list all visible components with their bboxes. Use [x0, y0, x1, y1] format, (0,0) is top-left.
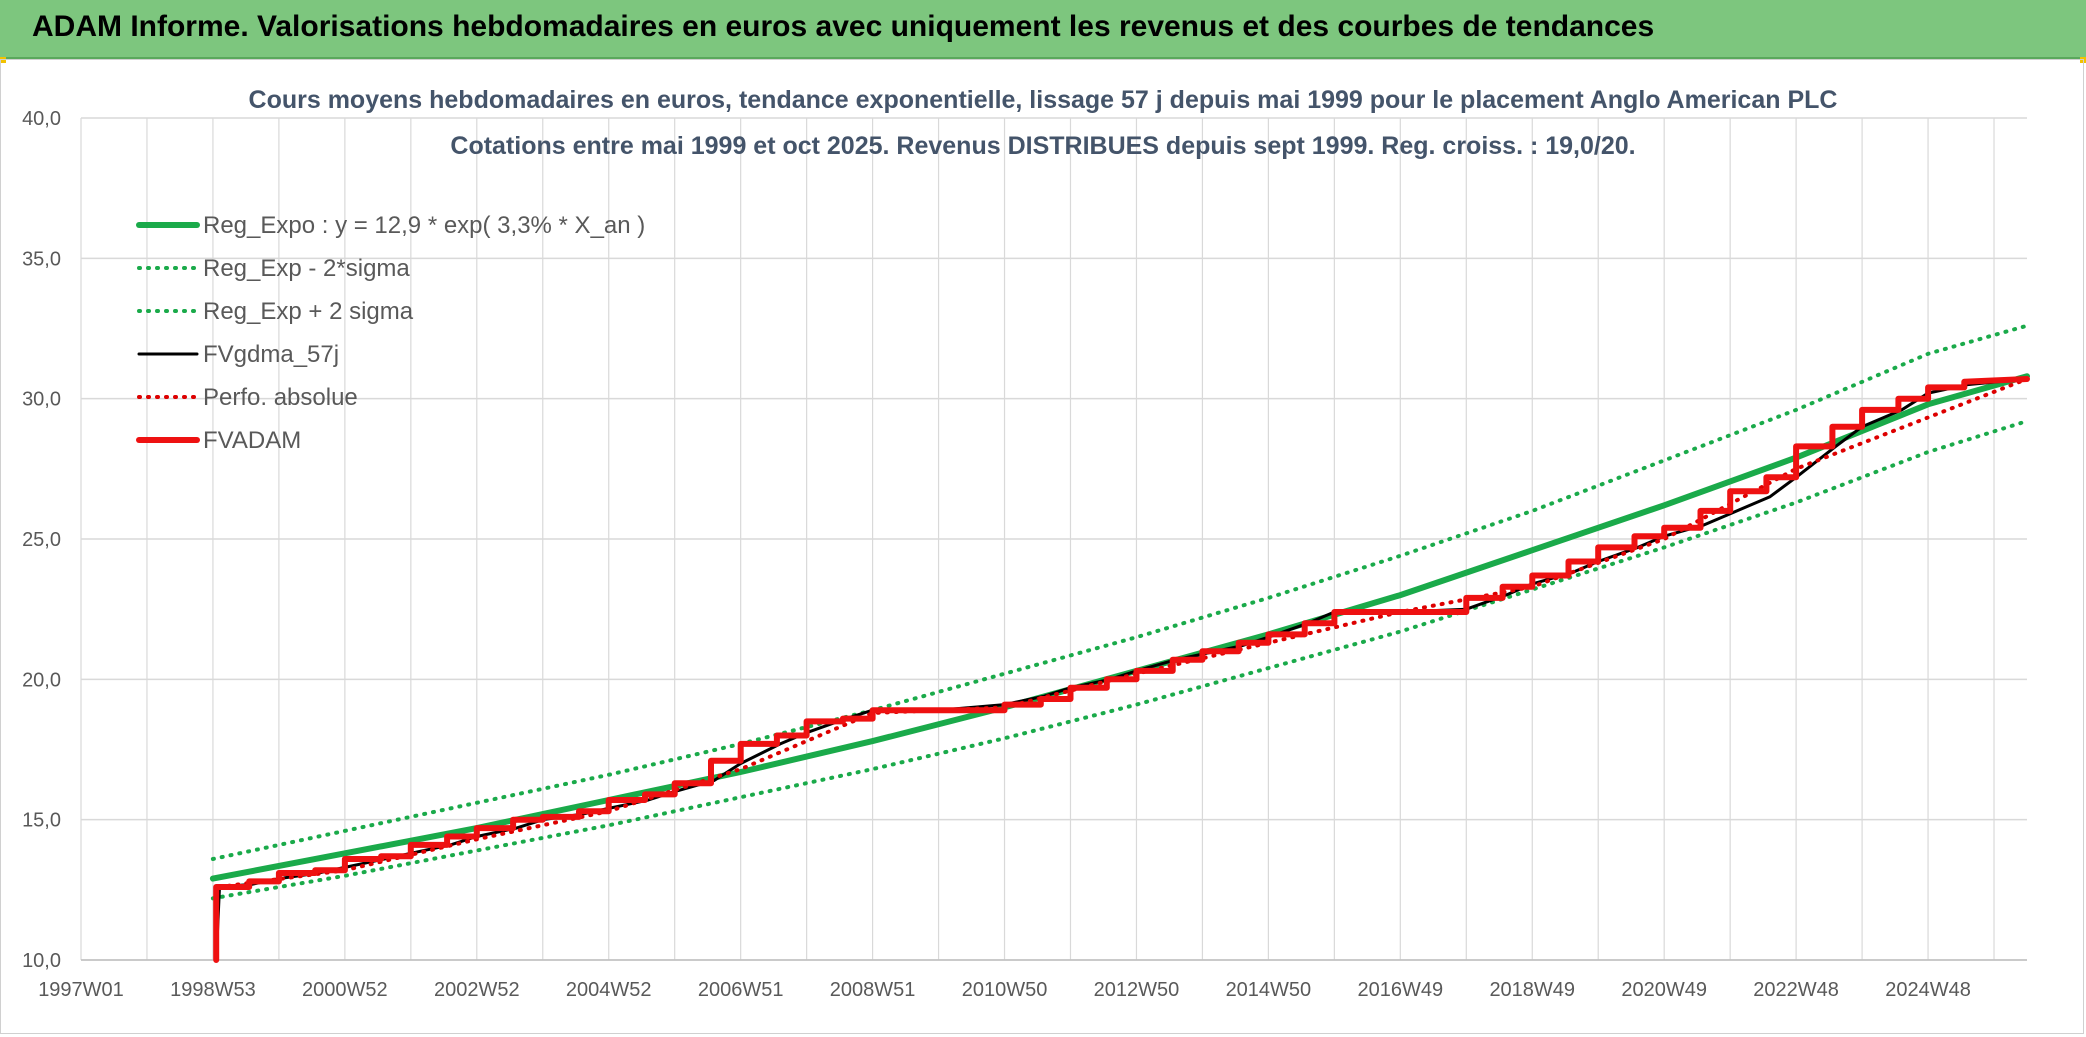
- x-tick-label: 2020W49: [1621, 979, 1707, 1001]
- x-tick-label: 2012W50: [1094, 979, 1180, 1001]
- chart-legend: Reg_Expo : y = 12,9 * exp( 3,3% * X_an )…: [136, 212, 645, 454]
- chart-title: Cours moyens hebdomadaires en euros, ten…: [249, 86, 1838, 114]
- x-tick-label: 2000W52: [302, 979, 388, 1001]
- chart-subtitle: Cotations entre mai 1999 et oct 2025. Re…: [450, 132, 1635, 160]
- chart-svg: 10,0 15,0 20,0 25,0 30,0 35,0 40,0 1997W01 1998W…: [22, 86, 2030, 1001]
- x-tick-label: 2018W49: [1489, 979, 1575, 1001]
- series-line: [209, 373, 2030, 882]
- y-tick-label: 10,0: [22, 950, 61, 972]
- y-tick-label: 25,0: [22, 529, 61, 551]
- y-tick-label: 15,0: [22, 810, 61, 832]
- grid-layer: [80, 117, 2027, 961]
- series-line: [214, 377, 2029, 962]
- series-line: [210, 419, 2029, 901]
- x-tick-label: 2006W51: [698, 979, 784, 1001]
- chart-frame: 10,0 15,0 20,0 25,0 30,0 35,0 40,0 1997W01 1998W…: [0, 59, 2084, 1034]
- x-tick-label: 2014W50: [1226, 979, 1312, 1001]
- x-tick-label: 1998W53: [170, 979, 256, 1001]
- x-tick-label: 1997W01: [38, 979, 124, 1001]
- corner-marker: [0, 57, 6, 63]
- legend-entry: Reg_Exp - 2*sigma: [203, 255, 410, 282]
- series-line: [210, 323, 2029, 861]
- y-tick-label: 30,0: [22, 389, 61, 411]
- y-tick-label: 35,0: [22, 248, 61, 270]
- series-layer: [209, 323, 2030, 963]
- x-tick-label: 2024W48: [1885, 979, 1971, 1001]
- y-tick-label: 20,0: [22, 669, 61, 691]
- x-tick-label: 2022W48: [1753, 979, 1839, 1001]
- series-line: [217, 377, 2029, 889]
- axis-layer: 10,0 15,0 20,0 25,0 30,0 35,0 40,0 1997W01 1998W…: [22, 108, 1971, 1001]
- y-tick-label: 40,0: [22, 108, 61, 130]
- report-header-bar: ADAM Informe. Valorisations hebdomadaire…: [0, 0, 2086, 59]
- legend-entry: FVgdma_57j: [203, 341, 339, 368]
- series-line: [213, 376, 2030, 963]
- x-tick-label: 2004W52: [566, 979, 652, 1001]
- x-tick-label: 2010W50: [962, 979, 1048, 1001]
- legend-entry: Perfo. absolue: [203, 384, 358, 411]
- legend-entry: FVADAM: [203, 427, 301, 454]
- legend-entry: Reg_Expo : y = 12,9 * exp( 3,3% * X_an ): [203, 212, 645, 239]
- legend-entry: Reg_Exp + 2 sigma: [203, 298, 414, 325]
- x-tick-label: 2008W51: [830, 979, 916, 1001]
- x-tick-label: 2016W49: [1358, 979, 1444, 1001]
- x-tick-label: 2002W52: [434, 979, 520, 1001]
- report-title: ADAM Informe. Valorisations hebdomadaire…: [32, 10, 1655, 43]
